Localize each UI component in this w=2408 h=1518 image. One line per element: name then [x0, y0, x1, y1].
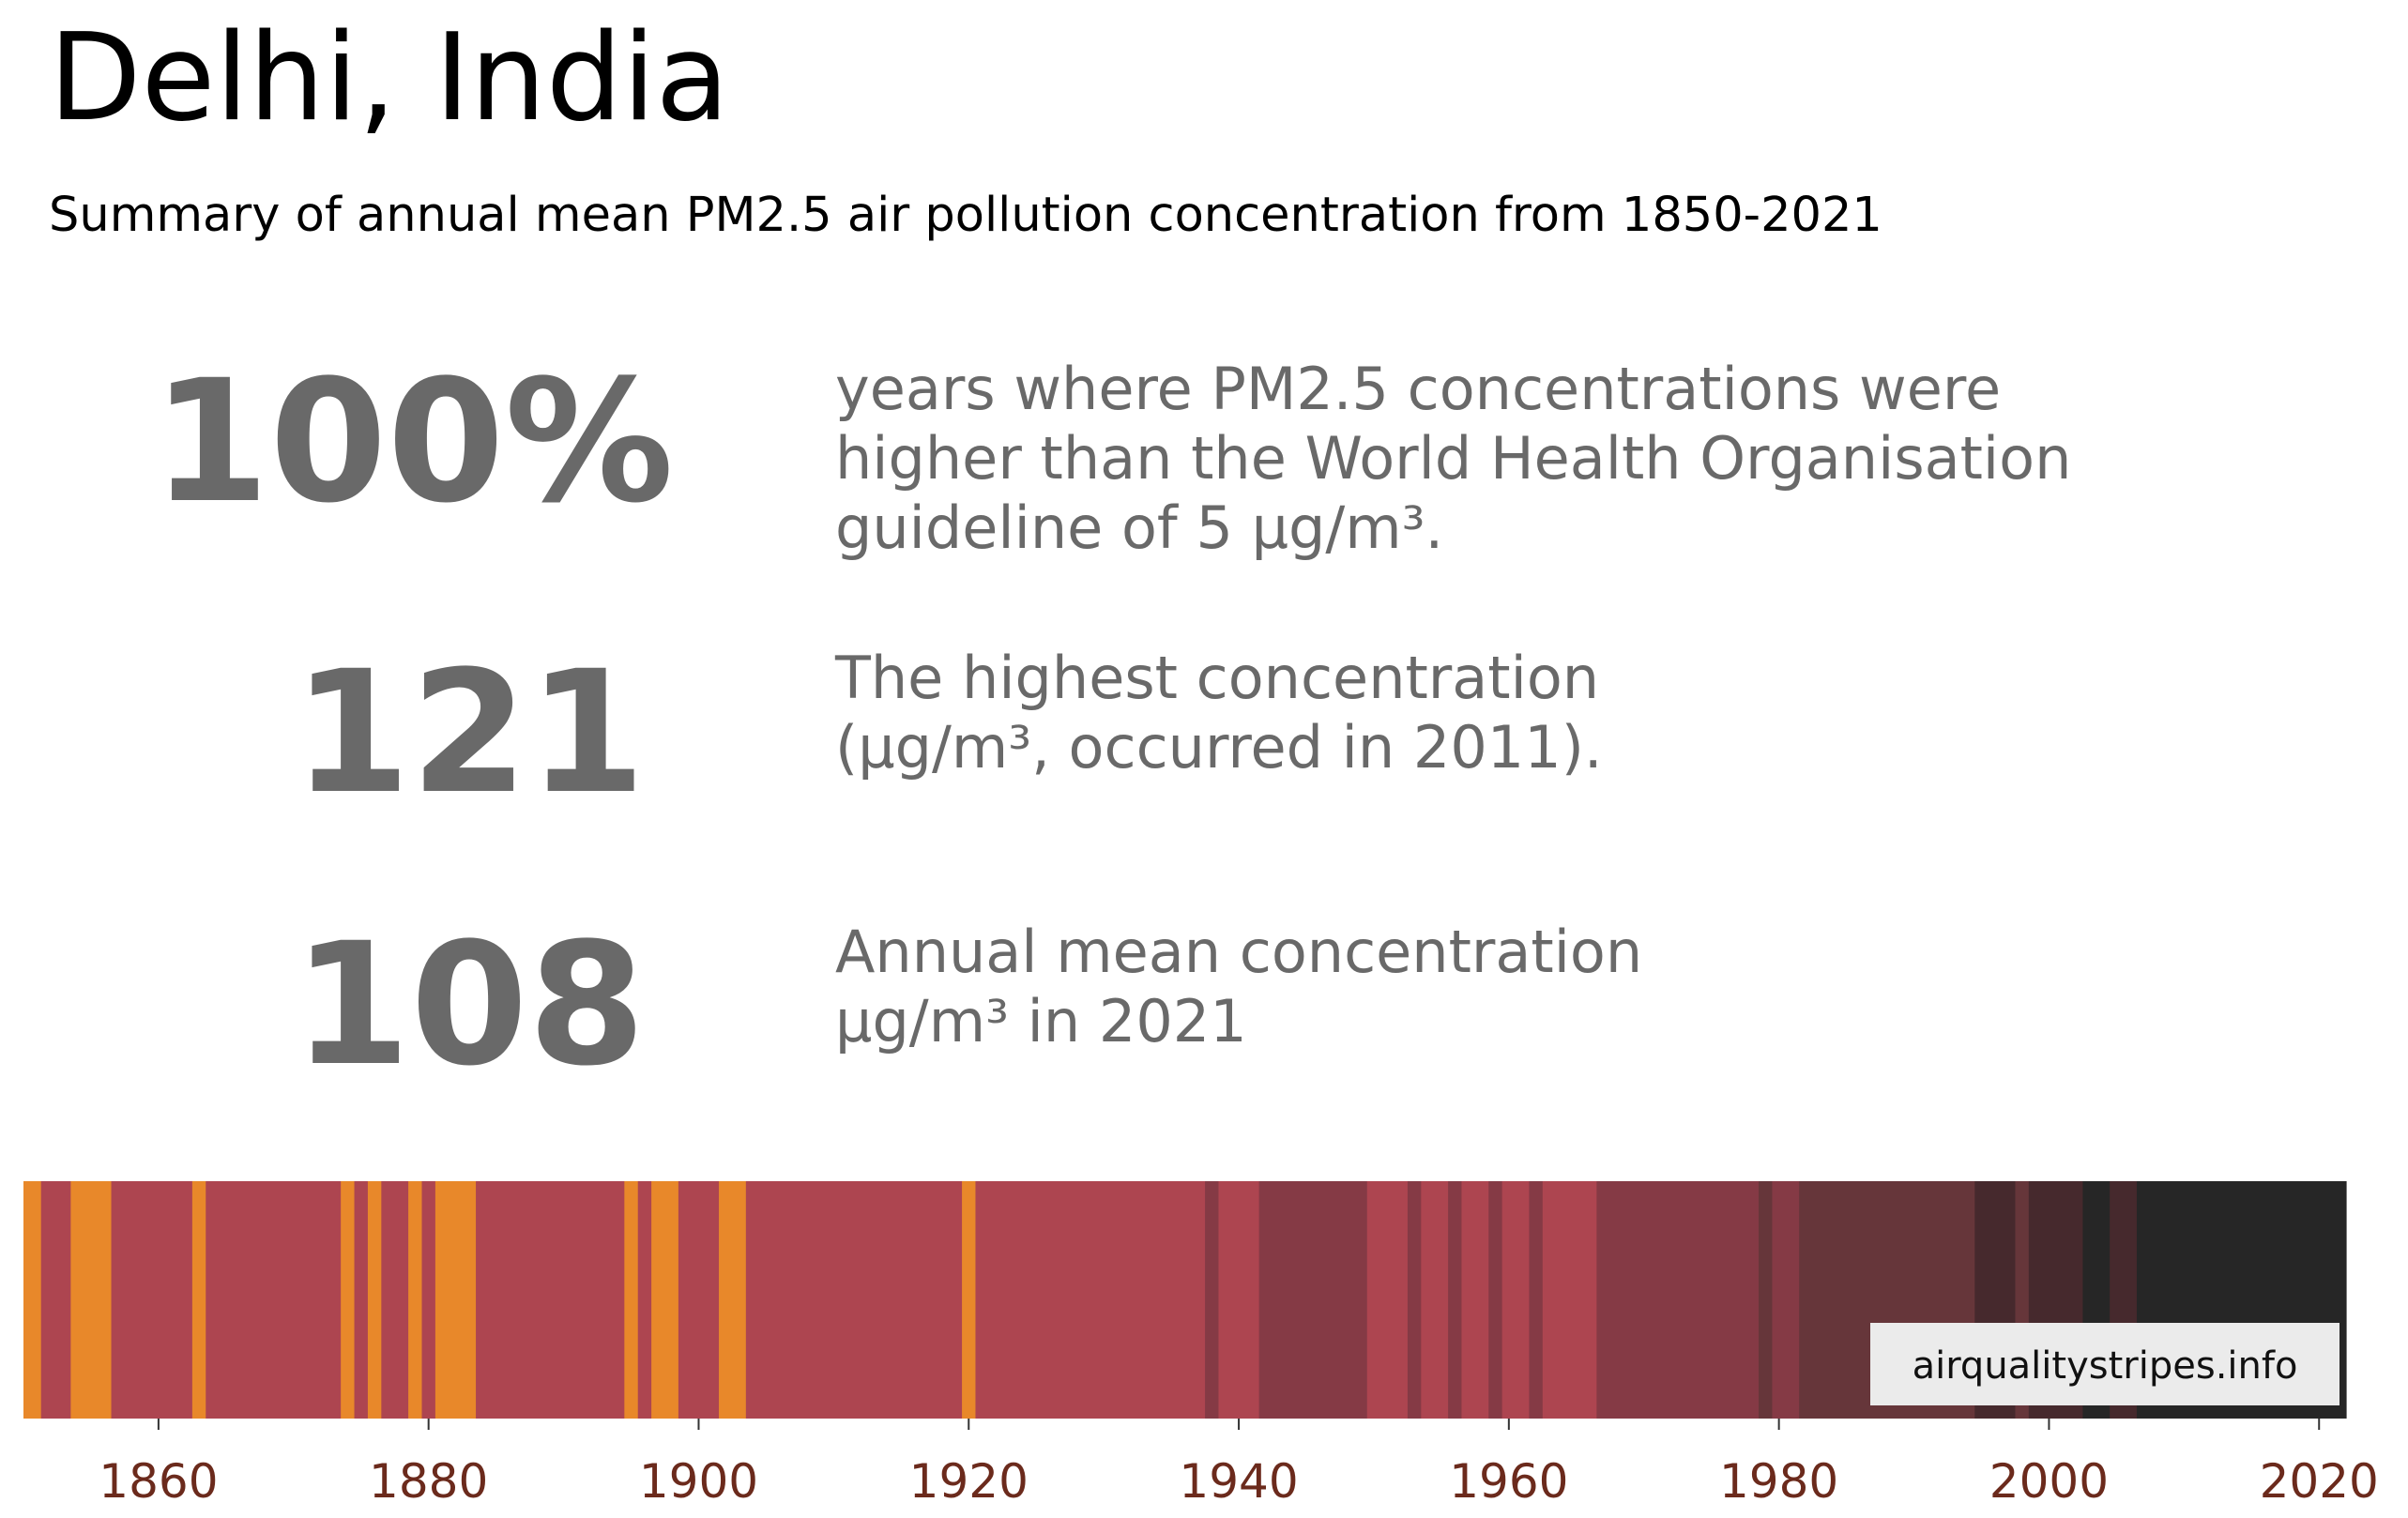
stripe-8 [367, 1181, 382, 1419]
x-tick-label: 1920 [909, 1454, 1029, 1509]
stat-description-line: (µg/m³, occurred in 2011). [835, 713, 1603, 782]
stripe-30 [1488, 1181, 1503, 1419]
stripe-11 [421, 1181, 436, 1419]
stripe-13 [476, 1181, 625, 1419]
stat-description-line: The highest concentration [835, 644, 1600, 712]
stat-description-annual-mean-2021: Annual mean concentration µg/m³ in 2021 [835, 918, 1642, 1056]
x-tick-label: 1960 [1449, 1454, 1568, 1509]
stripe-10 [408, 1181, 423, 1419]
stripe-1 [40, 1181, 71, 1419]
stat-description-line: Annual mean concentration [835, 918, 1643, 986]
stripe-3 [111, 1181, 193, 1419]
stripe-28 [1448, 1181, 1463, 1419]
stripe-7 [354, 1181, 369, 1419]
stripe-21 [975, 1181, 1206, 1419]
watermark-text: airqualitystripes.info [1913, 1344, 2298, 1388]
stripe-25 [1366, 1181, 1409, 1419]
stripe-2 [70, 1181, 113, 1419]
stat-description-line: years where PM2.5 concentrations were [835, 355, 2002, 423]
stripe-27 [1421, 1181, 1449, 1419]
stripe-16 [651, 1181, 679, 1419]
watermark-background [1870, 1323, 2339, 1405]
watermark: airqualitystripes.info [1870, 1323, 2339, 1405]
stripe-26 [1407, 1181, 1422, 1419]
stripe-20 [962, 1181, 977, 1419]
stripe-6 [341, 1181, 356, 1419]
stripe-12 [434, 1181, 477, 1419]
page-title: Delhi, India [49, 8, 730, 148]
stripes-group [23, 1181, 2347, 1419]
stripe-18 [719, 1181, 747, 1419]
stripe-24 [1258, 1181, 1368, 1419]
page-subtitle: Summary of annual mean PM2.5 air polluti… [49, 188, 1882, 243]
stripe-35 [1759, 1181, 1774, 1419]
stat-value-highest-concentration: 121 [293, 635, 646, 831]
stripe-0 [23, 1181, 42, 1419]
stripe-33 [1542, 1181, 1597, 1419]
stripe-29 [1461, 1181, 1489, 1419]
x-tick-label: 2000 [1989, 1454, 2109, 1509]
stripe-23 [1218, 1181, 1260, 1419]
stat-description-line: higher than the World Health Organisatio… [835, 424, 2072, 493]
x-tick-label: 1880 [369, 1454, 488, 1509]
stripe-15 [637, 1181, 652, 1419]
x-axis: 1860 1880 1900 1920 1940 1960 1980 2000 2020 [99, 1419, 2379, 1509]
x-tick-label: 1900 [639, 1454, 758, 1509]
x-tick-label: 1980 [1719, 1454, 1838, 1509]
stripe-19 [745, 1181, 963, 1419]
stat-value-annual-mean-2021: 108 [293, 907, 646, 1103]
stripe-17 [678, 1181, 720, 1419]
x-tick-label: 1940 [1179, 1454, 1298, 1509]
stripe-36 [1772, 1181, 1800, 1419]
stat-description-line: guideline of 5 µg/m³. [835, 493, 1444, 562]
stat-description-highest-concentration: The highest concentration (µg/m³, occurr… [835, 644, 1603, 782]
stat-description-years-above-guideline: years where PM2.5 concentrations were hi… [835, 355, 2071, 563]
stripe-4 [191, 1181, 206, 1419]
stripe-9 [381, 1181, 409, 1419]
stripe-14 [624, 1181, 639, 1419]
stat-description-line: µg/m³ in 2021 [835, 987, 1247, 1055]
stripe-22 [1205, 1181, 1220, 1419]
stripe-34 [1596, 1181, 1760, 1419]
stripe-5 [206, 1181, 342, 1419]
x-tick-label: 2020 [2260, 1454, 2379, 1509]
stripe-31 [1501, 1181, 1531, 1419]
x-tick-label: 1860 [99, 1454, 218, 1509]
stat-value-years-above-guideline: 100% [151, 344, 675, 540]
stripe-32 [1529, 1181, 1544, 1419]
